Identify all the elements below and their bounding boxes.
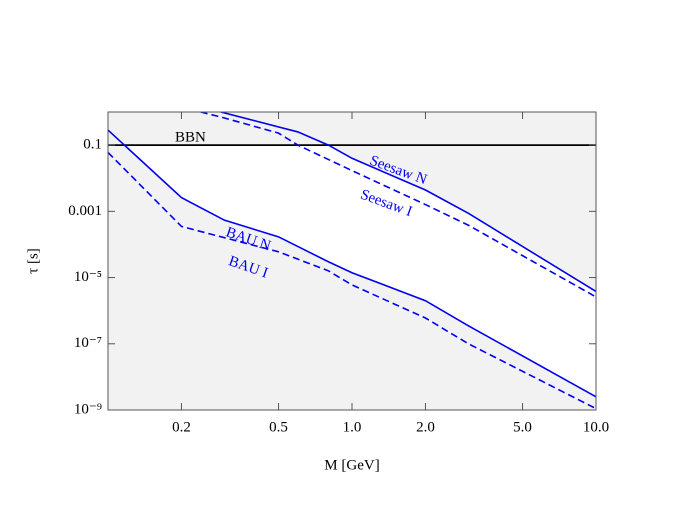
x-tick-label: 0.2 xyxy=(172,419,191,435)
y-tick-label: 10⁻⁷ xyxy=(74,335,102,351)
x-tick-label: 10.0 xyxy=(583,419,609,435)
plot-area xyxy=(108,112,596,410)
x-tick-label: 2.0 xyxy=(416,419,435,435)
allowed-region-group xyxy=(124,145,596,397)
allowed-region xyxy=(124,145,596,397)
line xyxy=(108,129,596,398)
line xyxy=(200,112,596,298)
y-tick-label: 0.001 xyxy=(68,203,102,219)
y-tick-label: 10⁻⁹ xyxy=(74,401,102,417)
x-tick-label: 1.0 xyxy=(343,419,362,435)
series-label: BBN xyxy=(175,129,206,145)
x-axis-label: M [GeV] xyxy=(324,457,379,473)
line xyxy=(220,112,596,293)
y-tick-label: 10⁻⁵ xyxy=(74,269,102,285)
y-tick-label: 0.1 xyxy=(83,137,102,153)
y-axis-label: τ [s] xyxy=(25,248,41,274)
x-tick-label: 0.5 xyxy=(269,419,288,435)
line xyxy=(108,151,596,410)
x-tick-label: 5.0 xyxy=(513,419,532,435)
